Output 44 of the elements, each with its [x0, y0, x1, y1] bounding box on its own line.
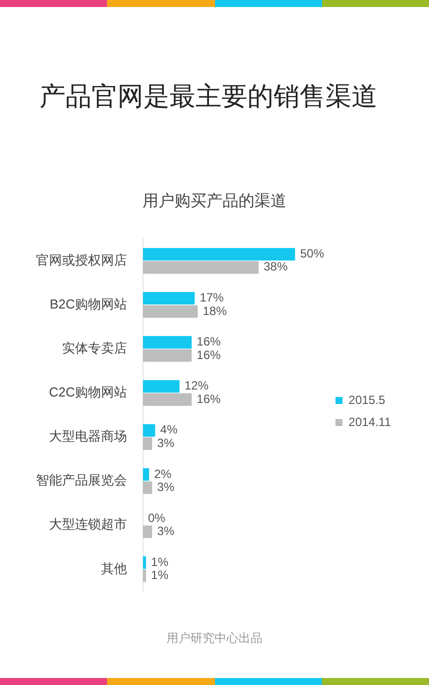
data-label: 16% [196, 348, 222, 362]
bar [143, 336, 192, 349]
data-label: 1% [151, 568, 169, 582]
bar [143, 525, 152, 538]
bar [143, 570, 146, 582]
chart-subtitle: 用户购买产品的渠道 [142, 192, 288, 212]
bar [143, 380, 180, 393]
data-label: 38% [264, 260, 288, 274]
bar [143, 349, 192, 362]
data-label: 1% [151, 554, 169, 569]
data-label: 2% [154, 466, 172, 481]
bar [143, 468, 150, 481]
chart-title: 产品官网是最主要的销售渠道 [38, 80, 378, 112]
legend-label: 2015.5 [348, 392, 386, 407]
data-label: 0% [148, 510, 166, 525]
bar [143, 481, 152, 494]
bar [143, 292, 195, 305]
bar [143, 556, 146, 569]
data-label: 17% [200, 290, 224, 305]
data-label: 16% [196, 392, 222, 406]
legend-label: 2014.11 [348, 414, 392, 429]
data-label: 12% [184, 378, 209, 393]
text: 用户研究中心出品 [166, 630, 264, 647]
data-label: 3% [157, 480, 175, 494]
bar [143, 437, 152, 450]
data-label: 3% [157, 524, 175, 538]
y-tick-label: 大型连锁超市 [49, 516, 127, 532]
data-label: 18% [202, 304, 228, 318]
bar [143, 261, 259, 274]
y-tick-label: B2C购物网站 [50, 296, 127, 312]
y-tick-label: 大型电器商场 [49, 428, 127, 444]
y-tick-label: 其他 [101, 560, 127, 576]
y-tick-label: 实体专卖店 [62, 340, 127, 356]
bar [143, 424, 156, 437]
bar [143, 305, 198, 318]
bar [143, 393, 192, 406]
data-label: 4% [160, 422, 178, 437]
y-tick-label: C2C购物网站 [48, 384, 127, 400]
data-label: 16% [196, 334, 222, 349]
data-label: 50% [300, 246, 324, 261]
data-label: 3% [157, 436, 175, 450]
y-tick-label: 智能产品展览会 [36, 472, 127, 488]
bar [143, 248, 296, 260]
y-tick-label: 官网或授权网店 [36, 252, 127, 268]
